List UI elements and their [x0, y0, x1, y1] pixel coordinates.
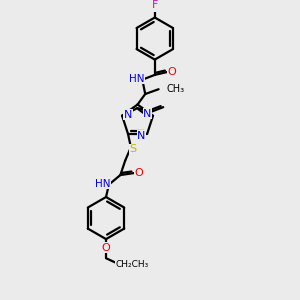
Text: HN: HN	[129, 74, 144, 84]
Text: CH₃: CH₃	[166, 84, 184, 94]
Text: CH₂CH₃: CH₂CH₃	[116, 260, 149, 269]
Text: HN: HN	[95, 178, 111, 189]
Text: O: O	[168, 67, 176, 77]
Text: N: N	[124, 110, 132, 120]
Text: O: O	[102, 243, 110, 253]
Text: N: N	[143, 109, 152, 119]
Text: S: S	[129, 144, 137, 154]
Text: O: O	[134, 168, 143, 178]
Text: F: F	[152, 0, 158, 10]
Text: N: N	[137, 131, 146, 141]
